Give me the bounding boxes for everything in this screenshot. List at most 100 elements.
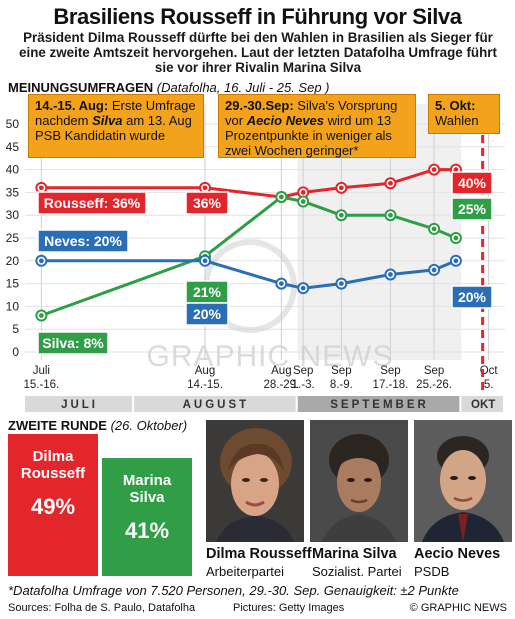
data-point-dot-neves <box>38 258 44 264</box>
poll-section-heading: MEINUNGSUMFRAGEN (Datafolha, 16. Juli - … <box>8 80 330 95</box>
month-label: SEPTEMBER <box>330 399 429 411</box>
runoff-heading: ZWEITE RUNDE (26. Oktober) <box>8 418 187 433</box>
label-silva-start: Silva: 8% <box>42 335 104 351</box>
x-tick-label-bottom: 15.-16. <box>23 379 59 391</box>
runoff-heading-label: ZWEITE RUNDE <box>8 418 107 433</box>
callout-october: 5. Okt: Wahlen <box>428 94 500 134</box>
label-rousseff-mid-box <box>185 191 229 215</box>
runoff-rousseff-pct: 49% <box>30 494 76 519</box>
x-tick-label-top: Oct <box>480 365 499 377</box>
pictures-credit: Pictures: Getty Images <box>233 602 345 614</box>
runoff-rousseff-name2: Rousseff <box>20 465 86 482</box>
month-band <box>461 396 503 412</box>
runoff-bar-silva: Marina Silva 41% <box>102 458 192 576</box>
month-label: OKT <box>471 399 495 411</box>
data-point-dot-rousseff <box>202 185 208 191</box>
series-line-neves <box>41 259 457 290</box>
label-silva-start-box <box>37 331 109 355</box>
runoff-date: (26. Oktober) <box>110 418 188 433</box>
data-point-dot-silva <box>388 212 393 218</box>
footnote: *Datafolha Umfrage von 7.520 Personen, 2… <box>8 583 459 598</box>
x-tick-label-bottom: 25.-26. <box>416 379 452 391</box>
x-tick-label-bottom: 28.-29. <box>263 379 299 391</box>
data-point-dot-neves <box>300 285 306 291</box>
portrait-neves <box>414 420 512 542</box>
data-point-dot-rousseff <box>38 185 44 191</box>
series-line-rousseff <box>41 168 456 199</box>
data-point-dot-neves <box>431 267 437 273</box>
data-point-dot-rousseff <box>300 190 306 195</box>
data-point-dot-silva <box>278 194 284 200</box>
data-point-dot-rousseff <box>453 167 459 172</box>
callout-september: 29.-30.Sep: Silva's Vorsprung vor Aecio … <box>218 94 416 158</box>
data-point-dot-neves <box>278 281 284 286</box>
label-rousseff-mid: 36% <box>193 195 222 211</box>
x-tick-label-top: Aug <box>271 365 291 377</box>
portrait-silva <box>310 420 408 542</box>
callout-sep-text-a: Silva's Vorsprung vor <box>225 98 398 128</box>
callout-aug-text-b: am 13. Aug PSB Kandidatin wurde <box>35 113 192 143</box>
x-tick-label-top: Sep <box>380 365 400 377</box>
data-point-dot-silva <box>338 212 344 218</box>
label-silva-end-box <box>451 197 493 221</box>
portrait-rousseff <box>206 420 304 542</box>
candidate-party-neves: PSDB <box>414 564 450 579</box>
x-tick-label-top: Sep <box>424 365 444 377</box>
runoff-silva-pct: 41% <box>124 518 170 543</box>
x-tick-label-bottom: 14.-15. <box>187 379 223 391</box>
x-tick-label-bottom: 1.-3. <box>292 379 315 391</box>
label-rousseff-start: Rousseff: 36% <box>44 195 141 211</box>
data-point-dot-rousseff <box>431 167 437 172</box>
callout-sep-name: Aecio Neves <box>246 113 325 128</box>
callout-oct-date: 5. Okt: <box>435 98 476 113</box>
data-point-dot-silva <box>431 226 437 232</box>
x-tick-label-top: Sep <box>293 365 313 377</box>
data-point-dot-neves <box>453 258 459 264</box>
candidate-party-silva: Sozialist. Partei <box>312 564 402 579</box>
data-point-dot-neves <box>388 272 393 277</box>
month-band <box>134 396 296 412</box>
runoff-rousseff-name1: Dilma <box>32 448 74 465</box>
poll-heading-label: MEINUNGSUMFRAGEN <box>8 80 154 95</box>
label-rousseff-end: 40% <box>458 175 487 191</box>
callout-aug-name: Silva <box>92 113 123 128</box>
data-point-dot-silva <box>38 313 44 318</box>
callout-sep-date: 29.-30.Sep: <box>225 98 294 113</box>
label-neves-mid-box <box>185 302 229 326</box>
label-neves-start: Neves: 20% <box>44 233 122 249</box>
x-tick-label-top: Sep <box>331 365 351 377</box>
label-rousseff-end-box <box>451 171 493 195</box>
data-point-dot-neves <box>338 281 344 286</box>
month-band <box>297 396 460 412</box>
x-tick-label-bottom: 17.-18. <box>373 379 409 391</box>
month-band <box>25 396 133 412</box>
callout-aug-text-a: Erste Umfrage nachdem <box>35 98 196 128</box>
page-title: Brasiliens Rousseff in Führung vor Silva <box>53 4 462 29</box>
candidate-name-silva: Marina Silva <box>312 546 397 562</box>
label-neves-mid: 20% <box>193 306 222 322</box>
x-tick-label-top: Aug <box>195 365 215 377</box>
data-point-dot-neves <box>202 258 208 264</box>
y-tick-label: 25 <box>6 231 20 245</box>
runoff-bar-rousseff: Dilma Rousseff 49% <box>8 434 98 576</box>
runoff-silva-name1: Marina <box>122 472 172 489</box>
candidate-name-neves: Aecio Neves <box>414 546 501 562</box>
callout-aug-date: 14.-15. Aug: <box>35 98 109 113</box>
x-tick-label-top: Juli <box>33 365 50 377</box>
candidate-name-rousseff: Dilma Rousseff <box>206 546 312 562</box>
watermark-text: GRAPHIC NEWS <box>146 340 393 373</box>
watermark: GRAPHIC NEWS <box>146 239 393 373</box>
y-tick-label: 50 <box>6 117 20 131</box>
month-label: AUGUST <box>183 399 250 411</box>
series-line-silva <box>40 195 457 317</box>
data-point-dot-rousseff <box>388 180 393 186</box>
label-neves-start-box <box>37 229 129 253</box>
page-subtitle: Präsident Dilma Rousseff dürfte bei den … <box>19 30 497 75</box>
label-silva-end: 25% <box>458 201 487 217</box>
y-tick-label: 15 <box>6 277 20 291</box>
y-tick-label: 45 <box>6 140 20 154</box>
y-tick-label: 0 <box>12 345 19 359</box>
x-tick-label-bottom: 5. <box>484 379 494 391</box>
y-tick-label: 40 <box>6 163 20 177</box>
data-point-dot-silva <box>453 235 459 241</box>
